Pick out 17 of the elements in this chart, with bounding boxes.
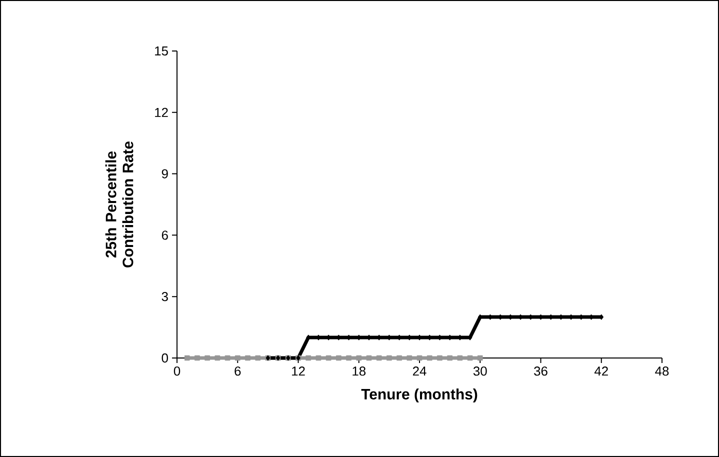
x-tick-label: 42 [594,366,608,376]
y-tick-label: 9 [162,169,168,178]
x-tick-label: 48 [655,366,669,376]
x-tick-label: 24 [412,366,426,376]
x-tick-label: 36 [534,366,548,376]
x-tick-label: 0 [174,366,180,376]
y-tick-label: 6 [162,230,168,240]
y-tick-label: 12 [155,108,168,117]
y-axis-title: 25th Percentile Contribution Rate [105,141,134,268]
y-tick-label: 15 [155,46,168,56]
y-tick-label: 3 [162,292,168,302]
x-tick-label: 30 [473,366,487,376]
y-tick-label: 0 [162,353,168,363]
x-axis-title: Tenure (months) [361,388,478,402]
x-tick-label: 18 [352,366,366,376]
x-tick-label: 12 [292,366,305,376]
x-tick-label: 6 [234,366,241,376]
